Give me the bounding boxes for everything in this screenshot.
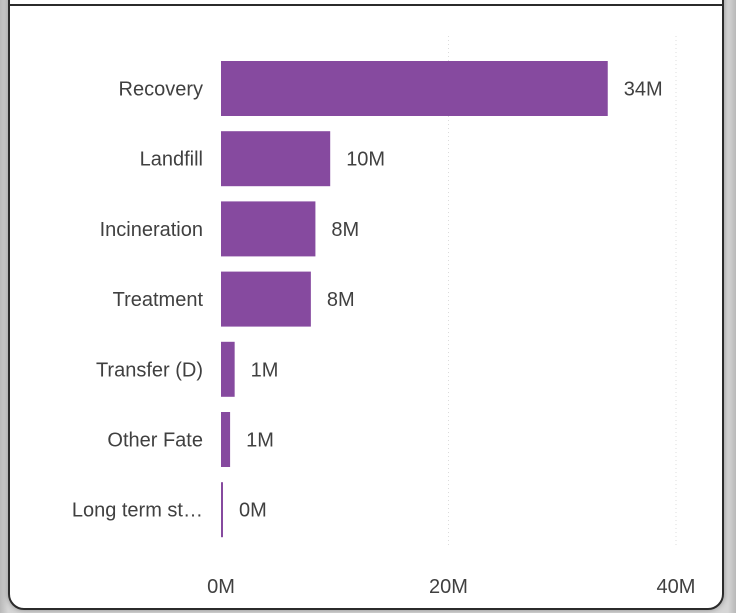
x-tick-label: 20M [429, 576, 468, 598]
bar[interactable] [221, 482, 223, 537]
value-label: 0M [239, 500, 267, 522]
x-tick-label: 40M [657, 576, 696, 598]
value-label: 8M [327, 289, 355, 311]
bar[interactable] [221, 272, 311, 327]
category-label: Recovery [119, 79, 203, 101]
value-label: 10M [346, 149, 385, 171]
category-label: Transfer (D) [96, 359, 203, 381]
bar[interactable] [221, 61, 608, 116]
bar[interactable] [221, 412, 230, 467]
value-label: 1M [246, 430, 274, 452]
category-label: Incineration [100, 219, 203, 241]
category-label: Landfill [140, 149, 203, 171]
category-label: Treatment [113, 289, 204, 311]
bar[interactable] [221, 201, 315, 256]
value-label: 34M [624, 79, 663, 101]
bar[interactable] [221, 131, 330, 186]
value-label: 8M [331, 219, 359, 241]
category-label: Other Fate [107, 430, 203, 452]
category-label: Long term st… [72, 500, 203, 522]
x-tick-label: 0M [207, 576, 235, 598]
value-label: 1M [251, 359, 279, 381]
bar[interactable] [221, 342, 235, 397]
